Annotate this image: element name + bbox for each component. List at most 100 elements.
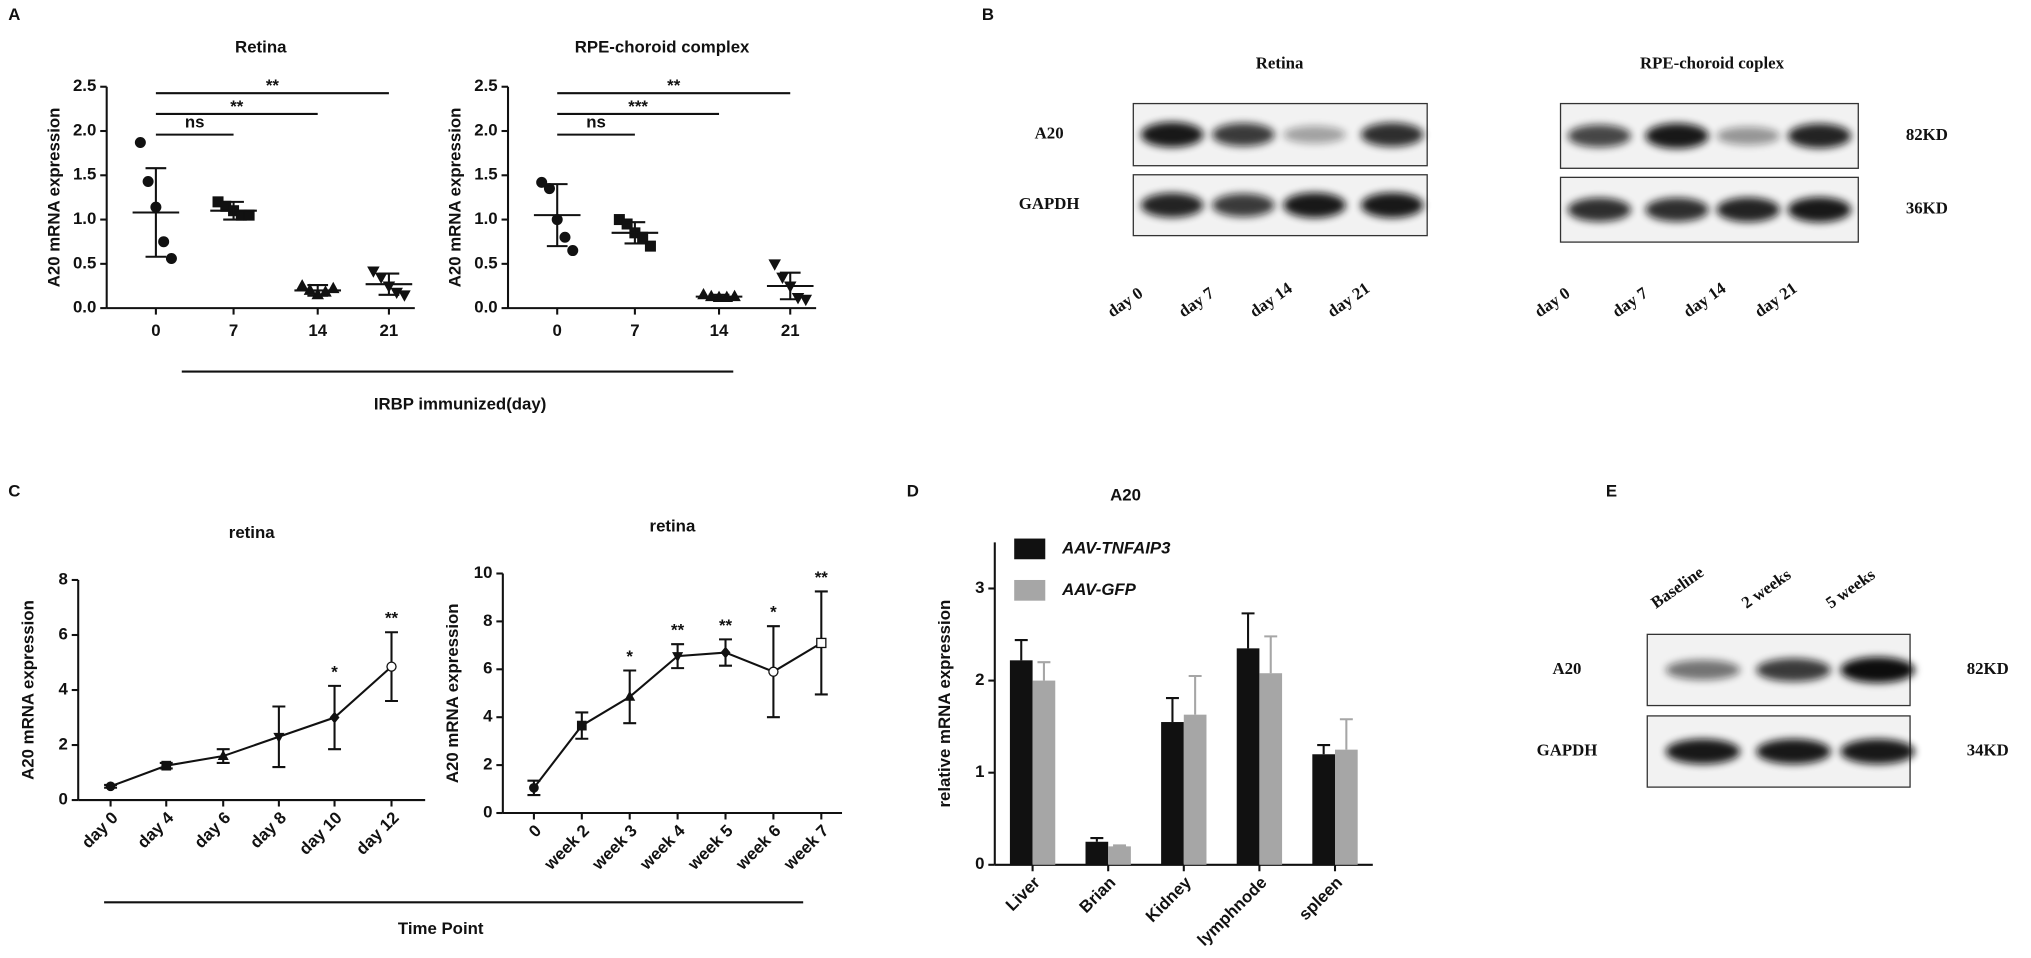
- blot-band: [1840, 738, 1915, 765]
- marker: [367, 266, 380, 278]
- sd-bar: [546, 183, 568, 248]
- significance-label: *: [331, 662, 338, 681]
- significance-label: **: [815, 568, 829, 587]
- blot-band: [1716, 126, 1780, 145]
- blot-row-label: A20: [1035, 123, 1064, 142]
- y-tick-label: 2: [483, 755, 492, 774]
- blot-size-label: 82KD: [1906, 125, 1948, 144]
- marker: [158, 236, 170, 248]
- blot-band: [1787, 197, 1852, 223]
- chart-title: retina: [650, 516, 696, 535]
- sd-bar: [145, 167, 167, 258]
- x-tick-label: week 5: [684, 821, 737, 874]
- y-tick-label: 4: [483, 707, 493, 726]
- x-tick-label: week 6: [731, 821, 784, 874]
- y-tick-label: 2: [58, 734, 67, 753]
- significance-label: ***: [628, 97, 648, 116]
- significance-label: **: [671, 621, 685, 640]
- y-tick-label: 0: [58, 789, 67, 808]
- blot-band: [1716, 197, 1780, 223]
- blot-lane-label: day 21: [1324, 278, 1374, 321]
- blot-band: [1361, 122, 1424, 147]
- blot-band: [1567, 124, 1631, 148]
- error-bar: [1165, 697, 1179, 723]
- x-tick-label: Liver: [1002, 873, 1044, 915]
- bar: [1335, 749, 1358, 865]
- y-tick-label: 2: [975, 670, 984, 689]
- sd-bar: [624, 221, 646, 245]
- error-bar: [1188, 674, 1202, 715]
- error-bar: [1014, 639, 1028, 661]
- significance-label: **: [385, 609, 399, 628]
- error-bar: [1037, 661, 1051, 681]
- marker: [816, 637, 827, 649]
- x-tick-label: 14: [710, 321, 729, 340]
- shared-axis-label: Time Point: [398, 919, 484, 938]
- blot-title: RPE-choroid coplex: [1640, 54, 1785, 73]
- line: [110, 665, 393, 788]
- blot-lane-label: day 14: [1680, 278, 1730, 321]
- significance-label: **: [230, 97, 244, 116]
- marker: [672, 652, 684, 663]
- x-tick-label: 0: [151, 321, 160, 340]
- sd-bar: [779, 271, 801, 301]
- significance-label: **: [266, 76, 280, 95]
- marker: [768, 259, 781, 271]
- x-tick-label: day 0: [78, 808, 122, 852]
- blot-band: [1645, 197, 1709, 222]
- error-bar: [1339, 718, 1353, 750]
- y-axis-label: A20 mRNA expression: [18, 600, 37, 780]
- x-tick-label: 21: [380, 321, 399, 340]
- significance-label: *: [626, 647, 633, 666]
- marker: [217, 749, 229, 760]
- x-tick-label: 7: [630, 321, 639, 340]
- significance-label: ns: [185, 112, 205, 131]
- bar: [1236, 648, 1260, 865]
- marker: [105, 781, 116, 792]
- marker: [161, 760, 172, 771]
- blot-band: [1283, 125, 1346, 144]
- shared-axis-label: IRBP immunized(day): [374, 395, 547, 414]
- x-tick-label: 0: [553, 321, 562, 340]
- y-axis-label: A20 mRNA expression: [44, 108, 63, 288]
- bar: [1032, 680, 1056, 865]
- blot-row-label: GAPDH: [1537, 740, 1598, 759]
- y-tick-label: 2.5: [474, 76, 497, 95]
- marker: [728, 289, 741, 302]
- bar: [1183, 714, 1207, 865]
- x-tick-label: week 2: [540, 821, 593, 874]
- marker: [329, 711, 340, 724]
- marker: [720, 646, 731, 659]
- y-tick-label: 1.0: [474, 209, 497, 228]
- sd-bar: [223, 200, 244, 221]
- blot-lane-label: day 7: [1175, 283, 1218, 321]
- blot-size-label: 82KD: [1967, 659, 2009, 678]
- sd-bar: [708, 293, 730, 300]
- marker: [134, 137, 146, 149]
- marker: [799, 294, 813, 307]
- x-tick-label: 21: [781, 321, 800, 340]
- blot-lane-label: day 0: [1104, 283, 1147, 321]
- marker: [386, 661, 397, 672]
- blot-row-label: A20: [1553, 659, 1582, 678]
- marker: [142, 175, 154, 187]
- blot-band: [1756, 658, 1831, 682]
- x-tick-label: Kidney: [1142, 872, 1196, 926]
- x-tick-label: day 6: [191, 808, 235, 852]
- bar: [1259, 673, 1283, 865]
- y-tick-label: 6: [58, 624, 67, 643]
- marker: [576, 720, 587, 731]
- legend-label: AAV-TNFAIP3: [1061, 538, 1171, 557]
- marker: [398, 290, 411, 302]
- error-bar: [1264, 635, 1278, 674]
- blot-band: [1756, 738, 1831, 765]
- significance-label: ns: [586, 112, 606, 131]
- blot-size-label: 36KD: [1906, 199, 1948, 218]
- blot-lane-label: 5 weeks: [1822, 565, 1879, 613]
- blot-band: [1645, 123, 1709, 149]
- x-tick-label: day 12: [352, 808, 402, 858]
- blot-band: [1787, 123, 1852, 149]
- significance-label: **: [719, 616, 733, 635]
- y-tick-label: 2.0: [73, 120, 96, 139]
- y-axis-label: relative mRNA expression: [935, 600, 954, 808]
